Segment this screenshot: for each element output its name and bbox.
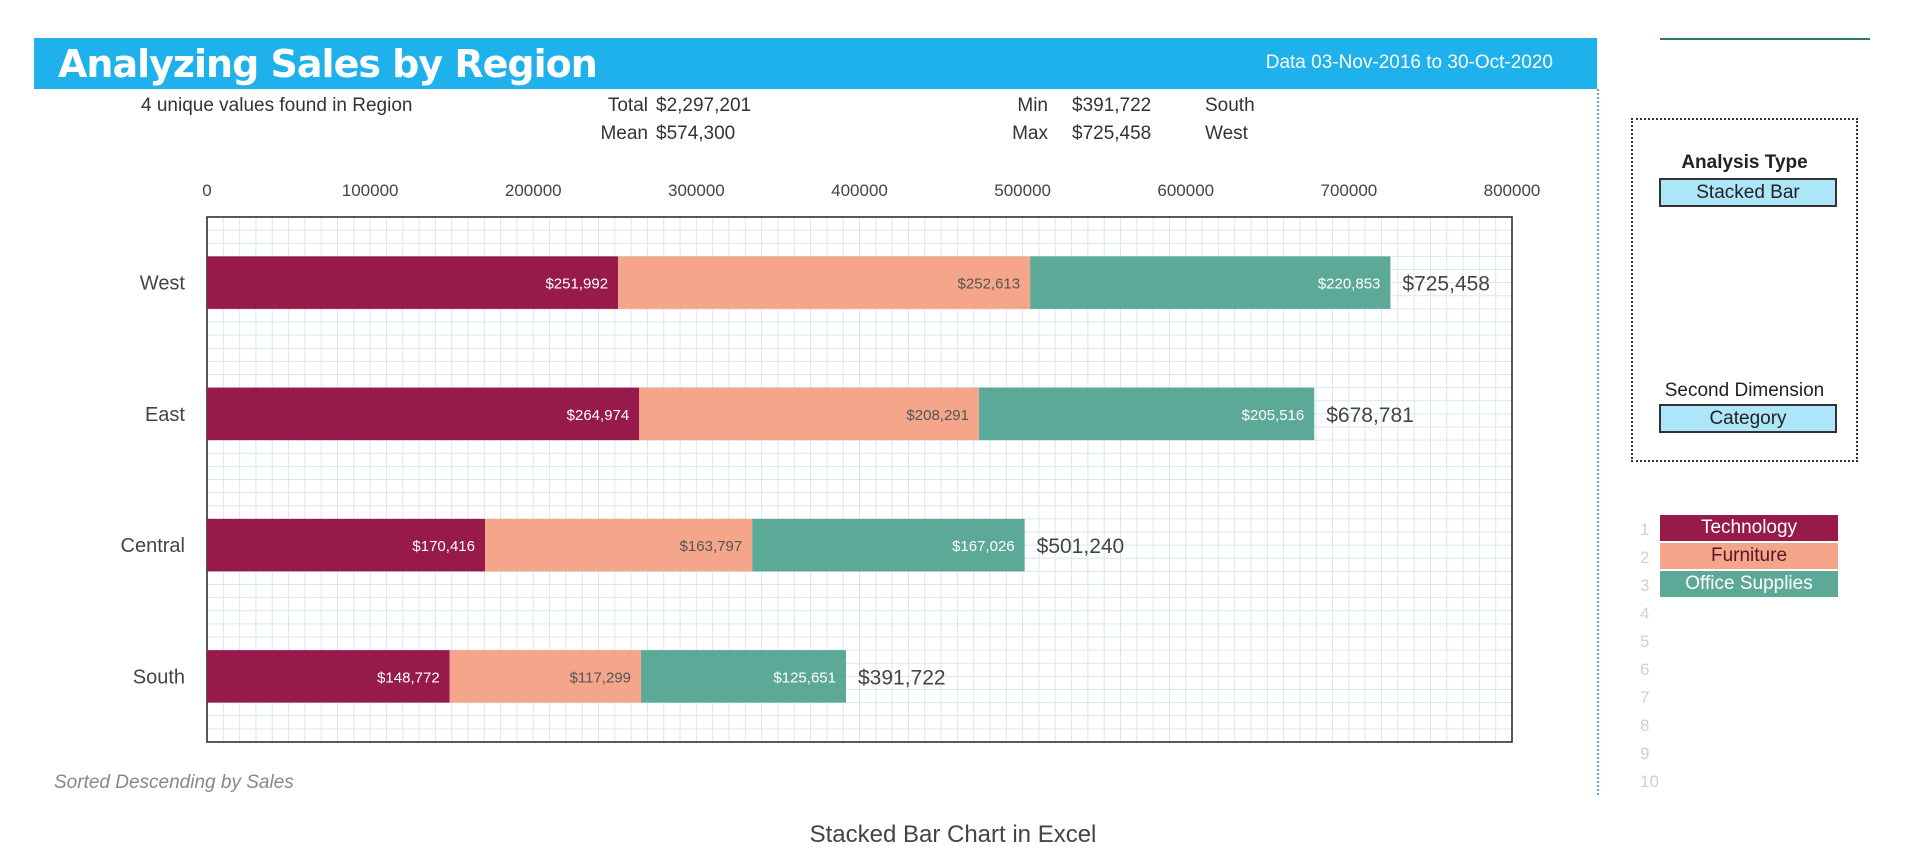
row-number: 2	[1640, 548, 1650, 567]
bar-data-label: $163,797	[680, 538, 743, 555]
bar-data-label: $264,974	[567, 407, 630, 424]
total-label: Total	[607, 95, 648, 116]
report-title: Analyzing Sales by Region	[58, 42, 598, 86]
x-tick-label: 0	[202, 181, 211, 200]
max-label: Max	[1012, 123, 1048, 144]
row-number: 9	[1640, 744, 1650, 763]
selected-cell-border	[1660, 38, 1870, 40]
analysis-type-label: Analysis Type	[1681, 152, 1808, 173]
max-region: West	[1205, 123, 1248, 144]
bar-segment	[1030, 256, 1391, 309]
min-value: $391,722	[1072, 95, 1152, 116]
mean-value: $574,300	[656, 123, 736, 144]
bar-segment	[484, 518, 753, 572]
row-number: 7	[1640, 688, 1650, 707]
stacked-bar-chart: 0 100000 200000 300000 400000 500000 600000 700…	[121, 181, 1541, 743]
bar-total-label: $391,722	[858, 666, 946, 689]
unique-values-text: 4 unique values found in Region	[141, 95, 413, 116]
y-category-label: Central	[121, 535, 185, 557]
bar-data-label: $148,772	[377, 669, 440, 686]
bar-segment	[639, 387, 980, 441]
bar-segment	[207, 650, 450, 703]
y-category-label: West	[140, 273, 186, 295]
y-category-label: South	[133, 666, 185, 688]
x-tick-label: 200000	[505, 181, 562, 200]
bar-segment	[449, 650, 642, 703]
bar-data-label: $251,992	[545, 276, 608, 293]
x-tick-label: 800000	[1484, 181, 1541, 200]
bar-total-label: $725,458	[1402, 273, 1490, 296]
bar-segment	[979, 387, 1315, 441]
row-number: 8	[1640, 716, 1650, 735]
bar-data-label: $208,291	[906, 407, 969, 424]
total-value: $2,297,201	[656, 95, 752, 116]
analysis-type-dropdown[interactable]: Stacked Bar	[1659, 178, 1837, 207]
bar-segment	[752, 518, 1025, 572]
x-tick-label: 100000	[342, 181, 399, 200]
x-tick-label: 400000	[831, 181, 888, 200]
row-number: 6	[1640, 660, 1650, 679]
bar-segment	[618, 256, 1031, 309]
bar-segment	[207, 387, 640, 441]
row-number: 1	[1640, 520, 1650, 539]
sort-footnote: Sorted Descending by Sales	[54, 772, 294, 793]
x-tick-label: 300000	[668, 181, 725, 200]
date-range: Data 03-Nov-2016 to 30-Oct-2020	[1265, 52, 1553, 73]
bar-total-label: $501,240	[1037, 535, 1125, 558]
bar-data-label: $252,613	[958, 276, 1021, 293]
bar-data-label: $125,651	[773, 669, 836, 686]
bar-data-label: $170,416	[412, 538, 475, 555]
row-number: 10	[1640, 772, 1659, 791]
x-tick-label: 600000	[1157, 181, 1214, 200]
bar-data-label: $167,026	[952, 538, 1015, 555]
row-number: 5	[1640, 632, 1650, 651]
min-label: Min	[1017, 95, 1048, 116]
options-panel: Analysis Type Stacked Bar Second Dimensi…	[1631, 118, 1858, 462]
plot-frame	[206, 216, 1513, 743]
legend-item: Furniture	[1660, 543, 1838, 569]
legend-item: Technology	[1660, 515, 1838, 541]
second-dimension-dropdown[interactable]: Category	[1659, 404, 1837, 433]
legend-item: Office Supplies	[1660, 571, 1838, 597]
mean-label: Mean	[600, 123, 648, 144]
x-tick-label: 500000	[994, 181, 1051, 200]
row-number: 3	[1640, 576, 1650, 595]
figure-caption: Stacked Bar Chart in Excel	[809, 821, 1097, 848]
column-divider	[1597, 89, 1599, 795]
bar-data-label: $220,853	[1318, 276, 1381, 293]
max-value: $725,458	[1072, 123, 1152, 144]
x-tick-label: 700000	[1321, 181, 1378, 200]
row-number: 4	[1640, 604, 1650, 623]
bar-segment	[207, 518, 485, 572]
bar-segment	[207, 256, 619, 309]
min-region: South	[1205, 95, 1255, 116]
y-category-label: East	[145, 404, 185, 426]
bar-total-label: $678,781	[1326, 404, 1414, 427]
report-header: Analyzing Sales by Region Data 03-Nov-20…	[34, 38, 1597, 89]
bar-segment	[641, 650, 846, 703]
bar-data-label: $205,516	[1242, 407, 1305, 424]
bar-data-label: $117,299	[570, 669, 631, 686]
second-dimension-label: Second Dimension	[1664, 380, 1825, 401]
